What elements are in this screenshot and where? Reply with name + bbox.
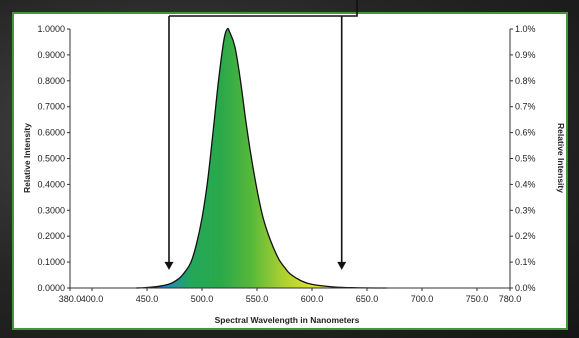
y-right-tick-label: 0.8% [515,76,536,86]
y-right-axis-title: Relative Intensity [556,123,566,193]
y-left-tick-label: 0.6000 [37,128,65,138]
y-left-axis-ticks: 0.0000 0.1000 0.2000 0.3000 0.4000 0.5000 0.60… [37,24,70,293]
y-right-tick-label: 0.0% [515,283,536,293]
spectrum-fill [136,28,387,289]
y-right-tick-label: 0.6% [515,128,536,138]
x-axis-title: Spectral Wavelength in Nanometers [215,315,360,325]
y-left-tick-label: 0.4000 [37,179,65,189]
annotation-connector [169,0,358,17]
y-right-tick-label: 0.1% [515,257,536,267]
y-left-tick-label: 0.0000 [37,283,65,293]
annotation-arrow-head [337,261,347,270]
y-left-tick-label: 0.7000 [37,102,65,112]
y-left-tick-label: 0.3000 [37,205,65,215]
plot-axes [69,29,511,289]
x-tick-label: 380.0 [59,294,82,304]
x-tick-label: 700.0 [411,294,434,304]
x-tick-label: 780.0 [499,294,522,304]
y-left-tick-label: 0.2000 [37,231,65,241]
annotation-bracket [169,0,358,17]
x-axis-ticks: 380.0 400.0 450.0 500.0 550.0 600.0 650.0 700.0… [59,288,522,304]
y-right-tick-label: 0.2% [515,231,536,241]
y-right-tick-label: 0.7% [515,102,536,112]
y-left-tick-label: 0.8000 [37,76,65,86]
y-left-axis-title: Relative Intensity [22,123,32,193]
y-right-axis-ticks: 0.0% 0.1% 0.2% 0.3% 0.4% 0.5% 0.6% 0.7% 0.8% 0.9%… [510,24,536,293]
y-left-tick-label: 0.5000 [37,154,65,164]
spectrum-curve [135,27,387,289]
annotation-arrows [164,16,347,270]
y-right-tick-label: 0.4% [515,179,536,189]
y-right-tick-label: 0.3% [515,205,536,215]
x-tick-label: 400.0 [81,294,104,304]
y-left-tick-label: 1.0000 [37,24,65,34]
y-left-tick-label: 0.9000 [37,50,65,60]
y-right-tick-label: 1.0% [515,24,536,34]
x-tick-label: 650.0 [356,294,379,304]
y-left-tick-label: 0.1000 [37,257,65,267]
spectrum-area [135,27,387,289]
x-tick-label: 550.0 [246,294,269,304]
x-tick-label: 600.0 [301,294,324,304]
x-tick-label: 500.0 [191,294,214,304]
y-right-tick-label: 0.9% [515,50,536,60]
y-right-tick-label: 0.5% [515,154,536,164]
annotation-arrow-head [164,261,174,270]
x-tick-label: 750.0 [466,294,489,304]
x-tick-label: 450.0 [136,294,159,304]
